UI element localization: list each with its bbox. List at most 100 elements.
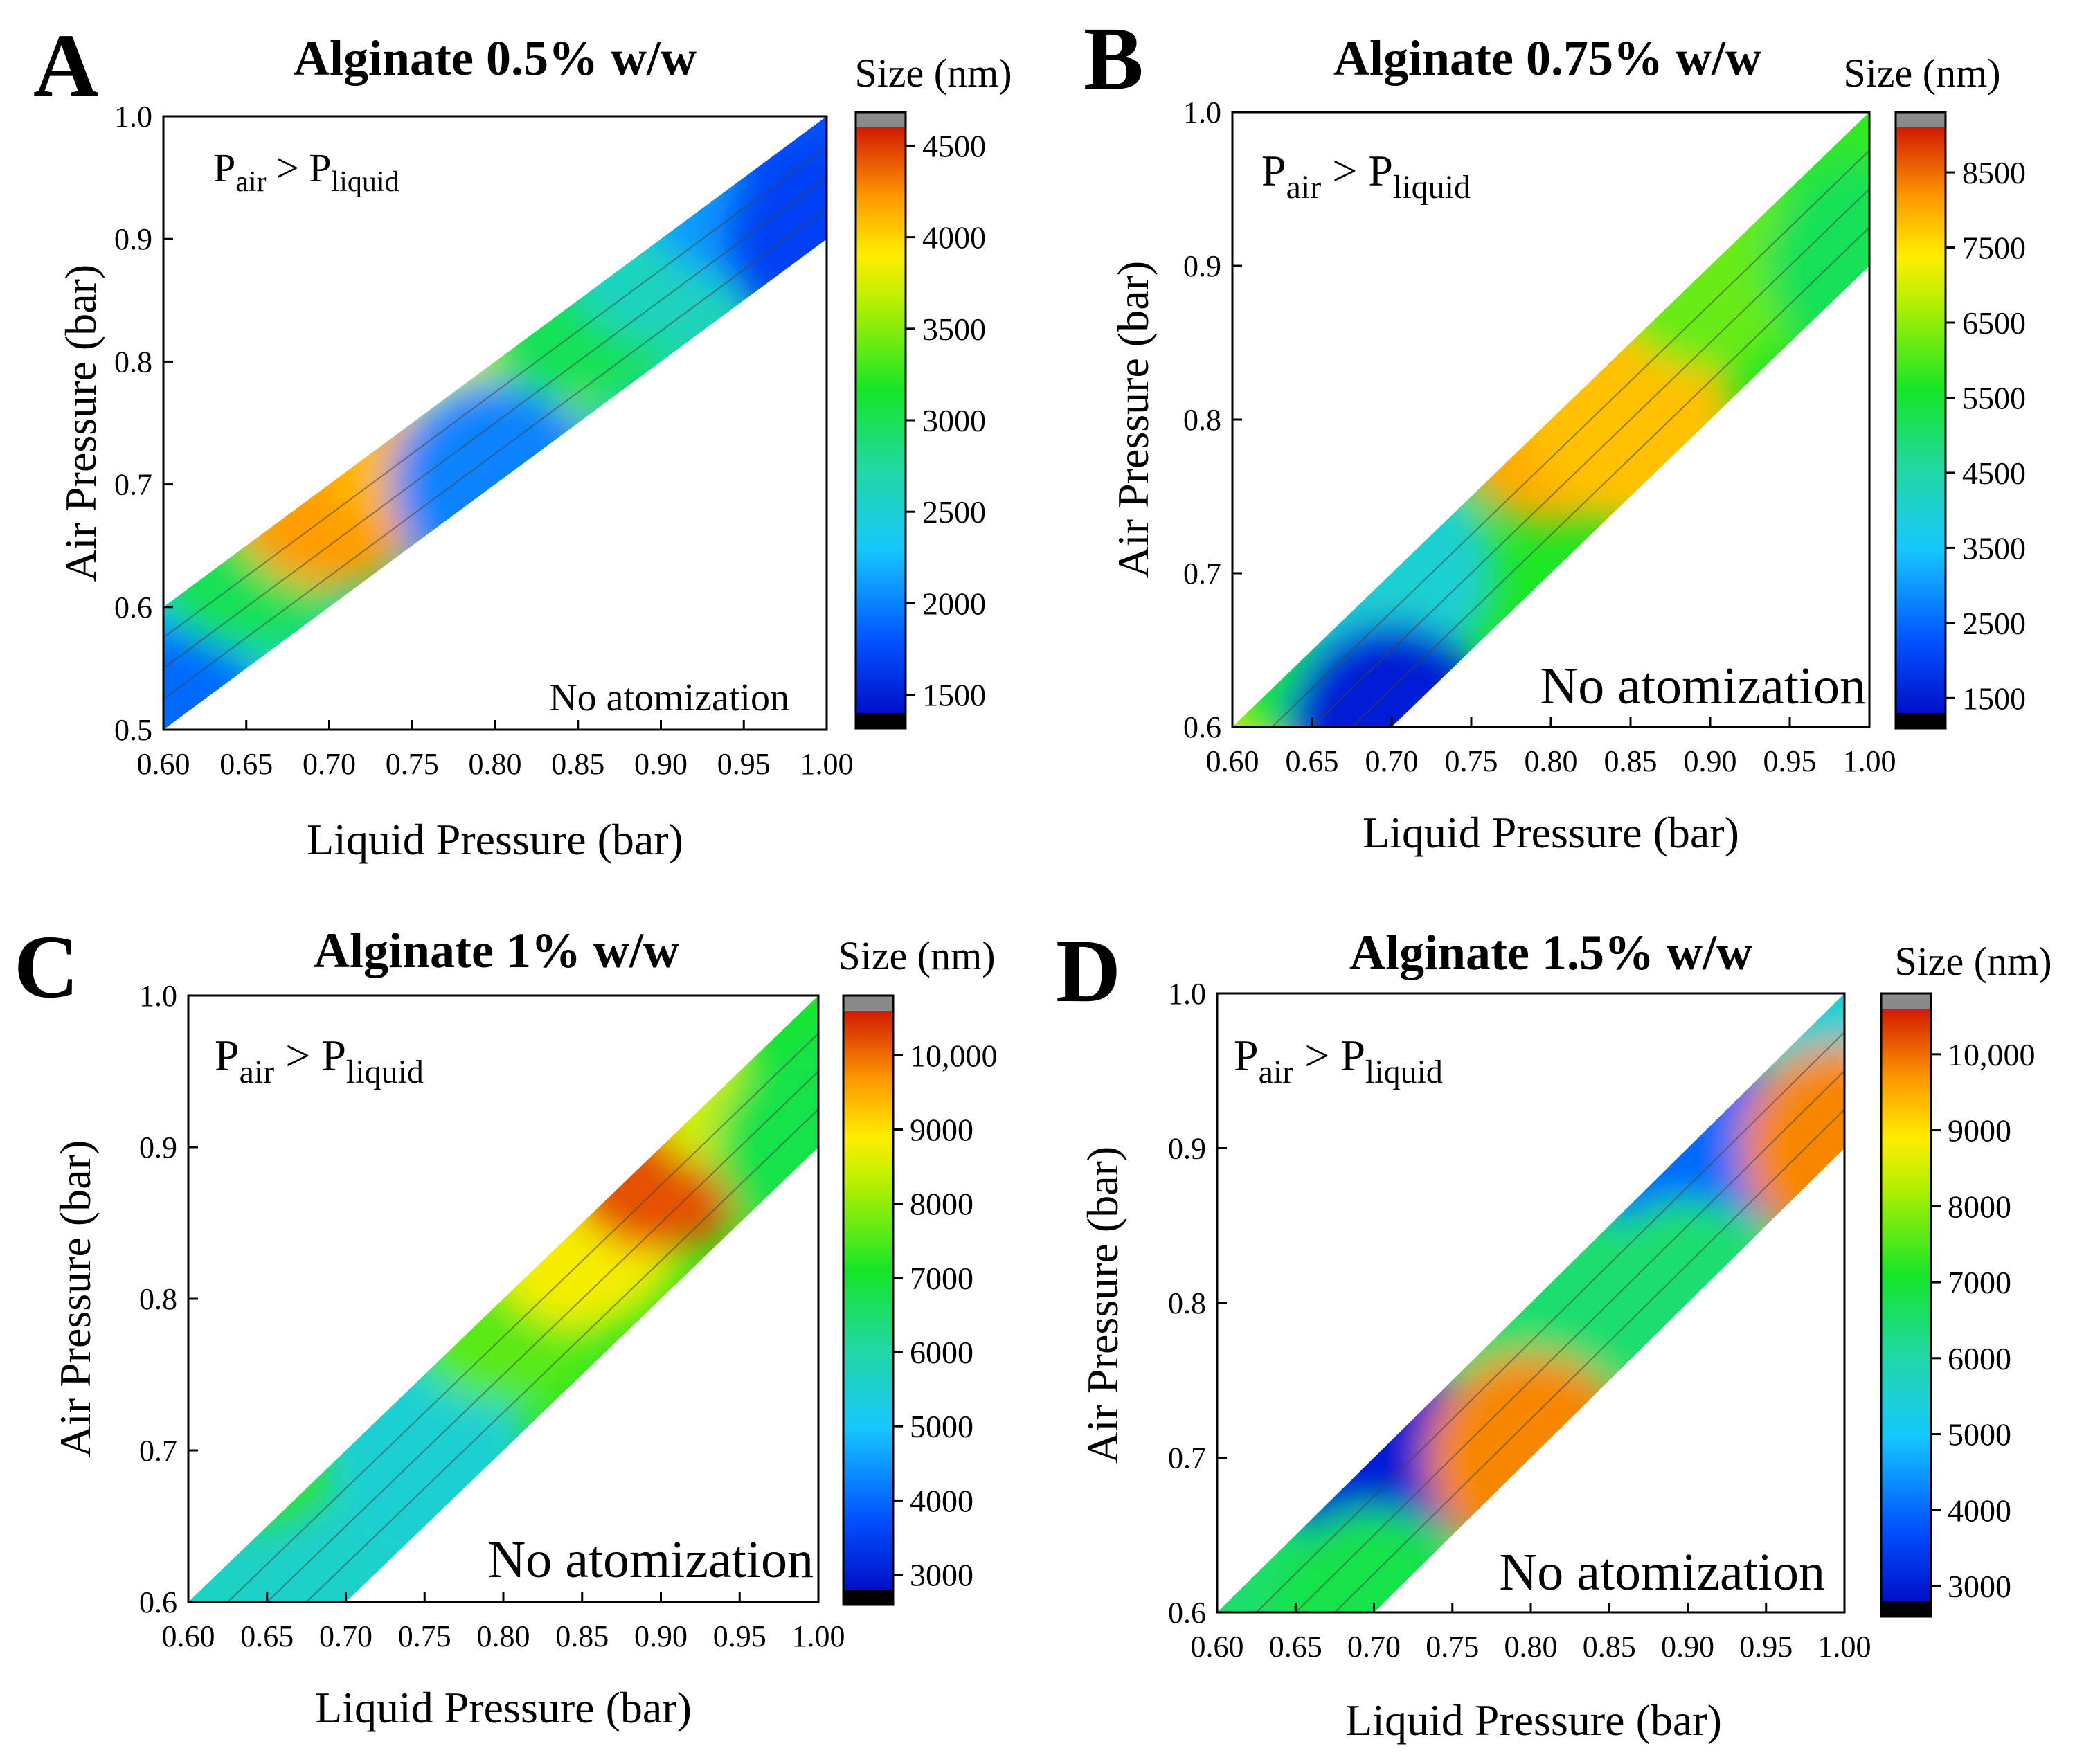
x-tick-label: 0.85 <box>555 1619 609 1653</box>
y-tick-label: 0.8 <box>114 345 152 379</box>
panel-b: B Alginate 0.75% w/w Size (nm) 0.60 0.65 0… <box>1084 9 2026 857</box>
contour-line <box>1217 1070 1844 1612</box>
y-axis-label: Air Pressure (bar) <box>1078 1146 1127 1464</box>
region-upper-label: Pair > Pliquid <box>1261 146 1471 206</box>
y-tick-label: 1.0 <box>114 100 152 134</box>
x-tick-label: 0.80 <box>477 1619 530 1653</box>
heat-field <box>1217 993 1844 1612</box>
size-sample <box>1427 1353 1635 1562</box>
x-tick-label: 0.95 <box>1739 1630 1793 1664</box>
panel-a: A Alginate 0.5% w/w Size (nm) 0.60 0.65 0.… <box>33 16 1012 864</box>
x-tick-label: 0.70 <box>1347 1630 1401 1664</box>
colorbar-frame <box>842 994 895 1606</box>
colorbar-tick-label: 5000 <box>1948 1417 2011 1452</box>
x-tick-label: 0.75 <box>1445 744 1498 778</box>
colorbar-tick-label: 5500 <box>1962 380 2026 415</box>
colorbar-tick-label: 9000 <box>1948 1113 2011 1149</box>
colorbar-tick-label: 4000 <box>910 1483 973 1518</box>
panel-letter: B <box>1084 9 1144 109</box>
colorbar-title: Size (nm) <box>1843 51 2000 96</box>
region-upper-gt: > P <box>1293 1031 1365 1080</box>
x-tick-label: 0.95 <box>713 1619 766 1653</box>
y-tick-label: 0.7 <box>139 1434 177 1468</box>
y-tick-label: 1.0 <box>1183 96 1221 129</box>
x-tick-label: 0.70 <box>1365 744 1419 778</box>
region-upper-sub1: air <box>235 166 266 198</box>
colorbar-over-swatch <box>1881 993 1931 1009</box>
colorbar-frame <box>1880 992 1932 1618</box>
x-tick-label: 0.75 <box>386 747 439 781</box>
y-tick-label: 0.6 <box>1183 710 1221 744</box>
colorbar-tick-label: 10,000 <box>1948 1037 2036 1072</box>
y-tick-label: 0.9 <box>139 1131 177 1164</box>
x-axis-label: Liquid Pressure (bar) <box>315 1683 692 1732</box>
colorbar-tick-label: 4500 <box>922 128 986 163</box>
size-sample <box>1766 112 1869 216</box>
y-tick-label: 0.9 <box>114 222 152 256</box>
contour-line <box>1232 150 1869 727</box>
x-axis-label: Liquid Pressure (bar) <box>307 815 683 864</box>
contour-line <box>1217 1108 1844 1612</box>
region-lower-label: No atomization <box>1540 657 1866 715</box>
heat-field <box>1232 112 1869 727</box>
heat-field <box>163 116 827 730</box>
colorbar-tick-label: 5000 <box>910 1409 973 1444</box>
x-tick-label: 0.85 <box>551 747 604 781</box>
contour-line <box>188 1108 818 1602</box>
region-upper-gt: > P <box>274 1031 346 1080</box>
contour-line <box>163 146 827 638</box>
contour-line <box>1217 1032 1844 1612</box>
panel-letter: A <box>33 16 98 116</box>
panel-title: Alginate 1% w/w <box>314 923 679 978</box>
colorbar-tick-label: 3500 <box>1962 530 2026 566</box>
region-upper-main: P <box>1261 146 1286 195</box>
x-tick-label: 1.00 <box>792 1619 845 1653</box>
colorbar-tick-label: 7500 <box>1962 231 2026 266</box>
panel-title: Alginate 1.5% w/w <box>1349 925 1752 980</box>
y-tick-label: 0.7 <box>1183 557 1221 591</box>
x-tick-label: 0.65 <box>1286 744 1339 778</box>
colorbar-title: Size (nm) <box>854 51 1012 96</box>
panel-d: D Alginate 1.5% w/w Size (nm) 0.60 0.65 0.… <box>1056 921 2052 1745</box>
y-axis-label: Air Pressure (bar) <box>56 264 105 582</box>
x-tick-label: 0.65 <box>240 1619 294 1653</box>
panel-letter: C <box>14 917 79 1017</box>
region-lower-label: No atomization <box>1499 1543 1825 1601</box>
size-sample <box>1270 1509 1478 1612</box>
colorbar-tick-label: 7000 <box>1948 1265 2011 1300</box>
y-tick-label: 0.8 <box>1168 1286 1206 1320</box>
colorbar-over-swatch <box>1896 112 1946 127</box>
panel-title: Alginate 0.5% w/w <box>294 30 697 86</box>
x-tick-label: 0.85 <box>1604 744 1658 778</box>
region-upper-label: Pair > Pliquid <box>213 145 399 198</box>
colorbar-tick-label: 8500 <box>1962 155 2026 190</box>
x-tick-label: 0.60 <box>1206 744 1259 778</box>
x-tick-label: 0.80 <box>1525 744 1578 778</box>
heat-field <box>188 996 818 1602</box>
y-tick-label: 0.8 <box>139 1282 177 1316</box>
y-tick-label: 0.8 <box>1183 403 1221 437</box>
y-tick-label: 0.5 <box>114 713 152 747</box>
size-sample <box>715 996 818 1099</box>
colorbar-tick-label: 6500 <box>1962 305 2026 341</box>
contour-line <box>163 208 827 700</box>
region-upper-sub2: liquid <box>332 166 399 198</box>
colorbar-tick-label: 3000 <box>1948 1569 2011 1604</box>
x-tick-label: 0.95 <box>1763 744 1817 778</box>
size-sample <box>391 380 599 588</box>
y-tick-label: 0.9 <box>1168 1132 1206 1166</box>
x-tick-label: 0.90 <box>1684 744 1737 778</box>
y-tick-label: 0.6 <box>139 1585 177 1619</box>
colorbar-tick-label: 2000 <box>922 586 986 621</box>
size-sample <box>1741 993 1844 1097</box>
contour-line <box>1232 226 1869 727</box>
colorbar-title: Size (nm) <box>838 933 995 978</box>
x-tick-label: 0.80 <box>1504 1630 1558 1664</box>
colorbar-tick-label: 9000 <box>910 1112 973 1147</box>
colorbar-tick-label: 4000 <box>922 220 986 255</box>
region-upper-sub1: air <box>1286 169 1322 206</box>
colorbar-tick-label: 1500 <box>922 678 986 713</box>
x-tick-label: 0.80 <box>469 747 522 781</box>
colorbar-under-swatch <box>1896 713 1946 728</box>
